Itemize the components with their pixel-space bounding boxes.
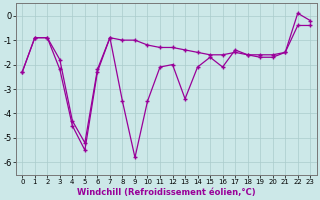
X-axis label: Windchill (Refroidissement éolien,°C): Windchill (Refroidissement éolien,°C) — [77, 188, 256, 197]
